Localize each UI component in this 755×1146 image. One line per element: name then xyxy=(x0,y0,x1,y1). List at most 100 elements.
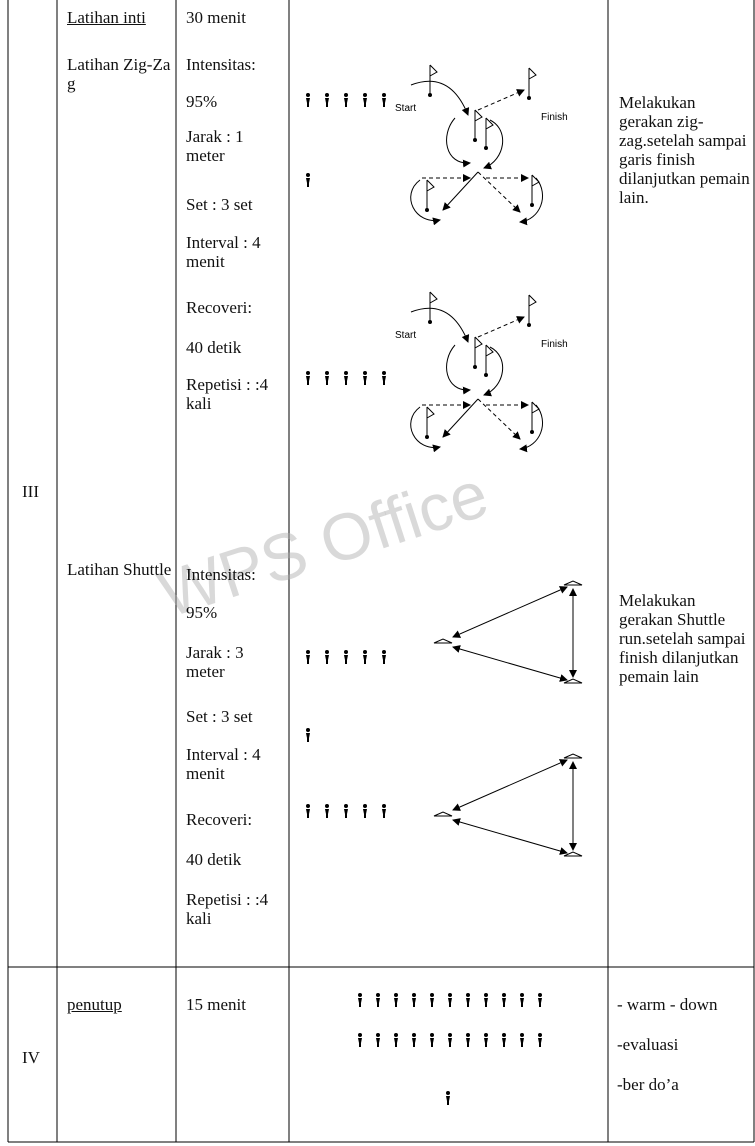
dose-line: 95% xyxy=(186,603,218,622)
player-head xyxy=(520,1033,524,1037)
cone xyxy=(563,851,583,857)
flag-base xyxy=(530,203,534,207)
flag xyxy=(426,179,435,192)
player-head xyxy=(306,371,310,375)
cone xyxy=(563,580,583,586)
route xyxy=(410,80,470,116)
flag xyxy=(485,344,494,357)
diagram-label: Start xyxy=(395,330,416,341)
player-body xyxy=(325,98,329,107)
description: Melakukan gerakan Shuttle run.setelah sa… xyxy=(619,591,746,686)
activity: penutup xyxy=(67,995,122,1014)
player-head xyxy=(306,804,310,808)
flag-base xyxy=(425,435,429,439)
player-head xyxy=(344,804,348,808)
route xyxy=(483,346,504,397)
player-body xyxy=(306,733,310,742)
player-head xyxy=(446,1091,450,1095)
flag xyxy=(474,336,483,349)
note: -evaluasi xyxy=(617,1035,679,1054)
table-borders xyxy=(7,0,755,1143)
flag xyxy=(485,117,494,130)
player-head xyxy=(363,804,367,808)
player-head xyxy=(306,93,310,97)
diagram-label: Finish xyxy=(541,112,568,123)
player-head xyxy=(448,1033,452,1037)
player-body xyxy=(448,998,452,1007)
player-body xyxy=(344,98,348,107)
flag-base xyxy=(527,323,531,327)
player-head xyxy=(382,650,386,654)
exercise-name: Latihan Shuttle Run xyxy=(67,560,171,579)
player-body xyxy=(412,998,416,1007)
dose-line: 95% xyxy=(186,92,218,111)
note: - warm - down xyxy=(617,995,718,1014)
player-head xyxy=(394,1033,398,1037)
player-body xyxy=(363,98,367,107)
flag xyxy=(528,294,537,307)
flag xyxy=(528,67,537,80)
player-body xyxy=(344,655,348,664)
route xyxy=(446,117,471,168)
flag-base xyxy=(473,365,477,369)
duration: 15 menit xyxy=(186,995,246,1014)
player-head xyxy=(363,93,367,97)
dose-line: Recoveri: xyxy=(186,810,253,829)
player-head xyxy=(538,993,542,997)
row-number: III xyxy=(22,482,39,501)
player-head xyxy=(344,371,348,375)
dose-line: Intensitas: xyxy=(186,565,256,584)
diagram-label: Start xyxy=(395,103,416,114)
player-body xyxy=(344,376,348,385)
player-head xyxy=(325,371,329,375)
player-body xyxy=(376,998,380,1007)
flag-base xyxy=(527,96,531,100)
player-body xyxy=(325,376,329,385)
player-head xyxy=(376,1033,380,1037)
flag xyxy=(429,64,438,77)
player-head xyxy=(306,650,310,654)
player-head xyxy=(325,650,329,654)
dose-line: Set : 3 set xyxy=(186,195,253,214)
route xyxy=(452,818,568,855)
dose-line: Repetisi : :4 kali xyxy=(186,375,269,413)
player-body xyxy=(382,98,386,107)
player-head xyxy=(306,173,310,177)
player-body xyxy=(466,998,470,1007)
player-head xyxy=(466,993,470,997)
route xyxy=(452,645,568,682)
dose-line: 40 detik xyxy=(186,850,242,869)
player-body xyxy=(325,809,329,818)
player-body xyxy=(382,376,386,385)
player-body xyxy=(394,1038,398,1047)
player-head xyxy=(394,993,398,997)
player-head xyxy=(502,1033,506,1037)
player-body xyxy=(412,1038,416,1047)
note: -ber do’a xyxy=(617,1075,679,1094)
route xyxy=(410,179,441,226)
dose-line: Interval : 4 menit xyxy=(186,745,261,783)
flag xyxy=(426,406,435,419)
player-body xyxy=(376,1038,380,1047)
flag-base xyxy=(530,430,534,434)
player-head xyxy=(412,993,416,997)
player-body xyxy=(306,655,310,664)
player-head xyxy=(484,993,488,997)
player-head xyxy=(538,1033,542,1037)
player-head xyxy=(466,1033,470,1037)
player-body xyxy=(363,809,367,818)
route xyxy=(452,759,568,811)
player-body xyxy=(448,1038,452,1047)
route xyxy=(442,171,479,211)
cone xyxy=(563,678,583,684)
player-head xyxy=(344,650,348,654)
flag-base xyxy=(473,138,477,142)
flag xyxy=(474,109,483,122)
flag-base xyxy=(484,373,488,377)
player-body xyxy=(430,1038,434,1047)
player-body xyxy=(363,655,367,664)
player-head xyxy=(306,728,310,732)
player-body xyxy=(446,1096,450,1105)
player-head xyxy=(358,1033,362,1037)
